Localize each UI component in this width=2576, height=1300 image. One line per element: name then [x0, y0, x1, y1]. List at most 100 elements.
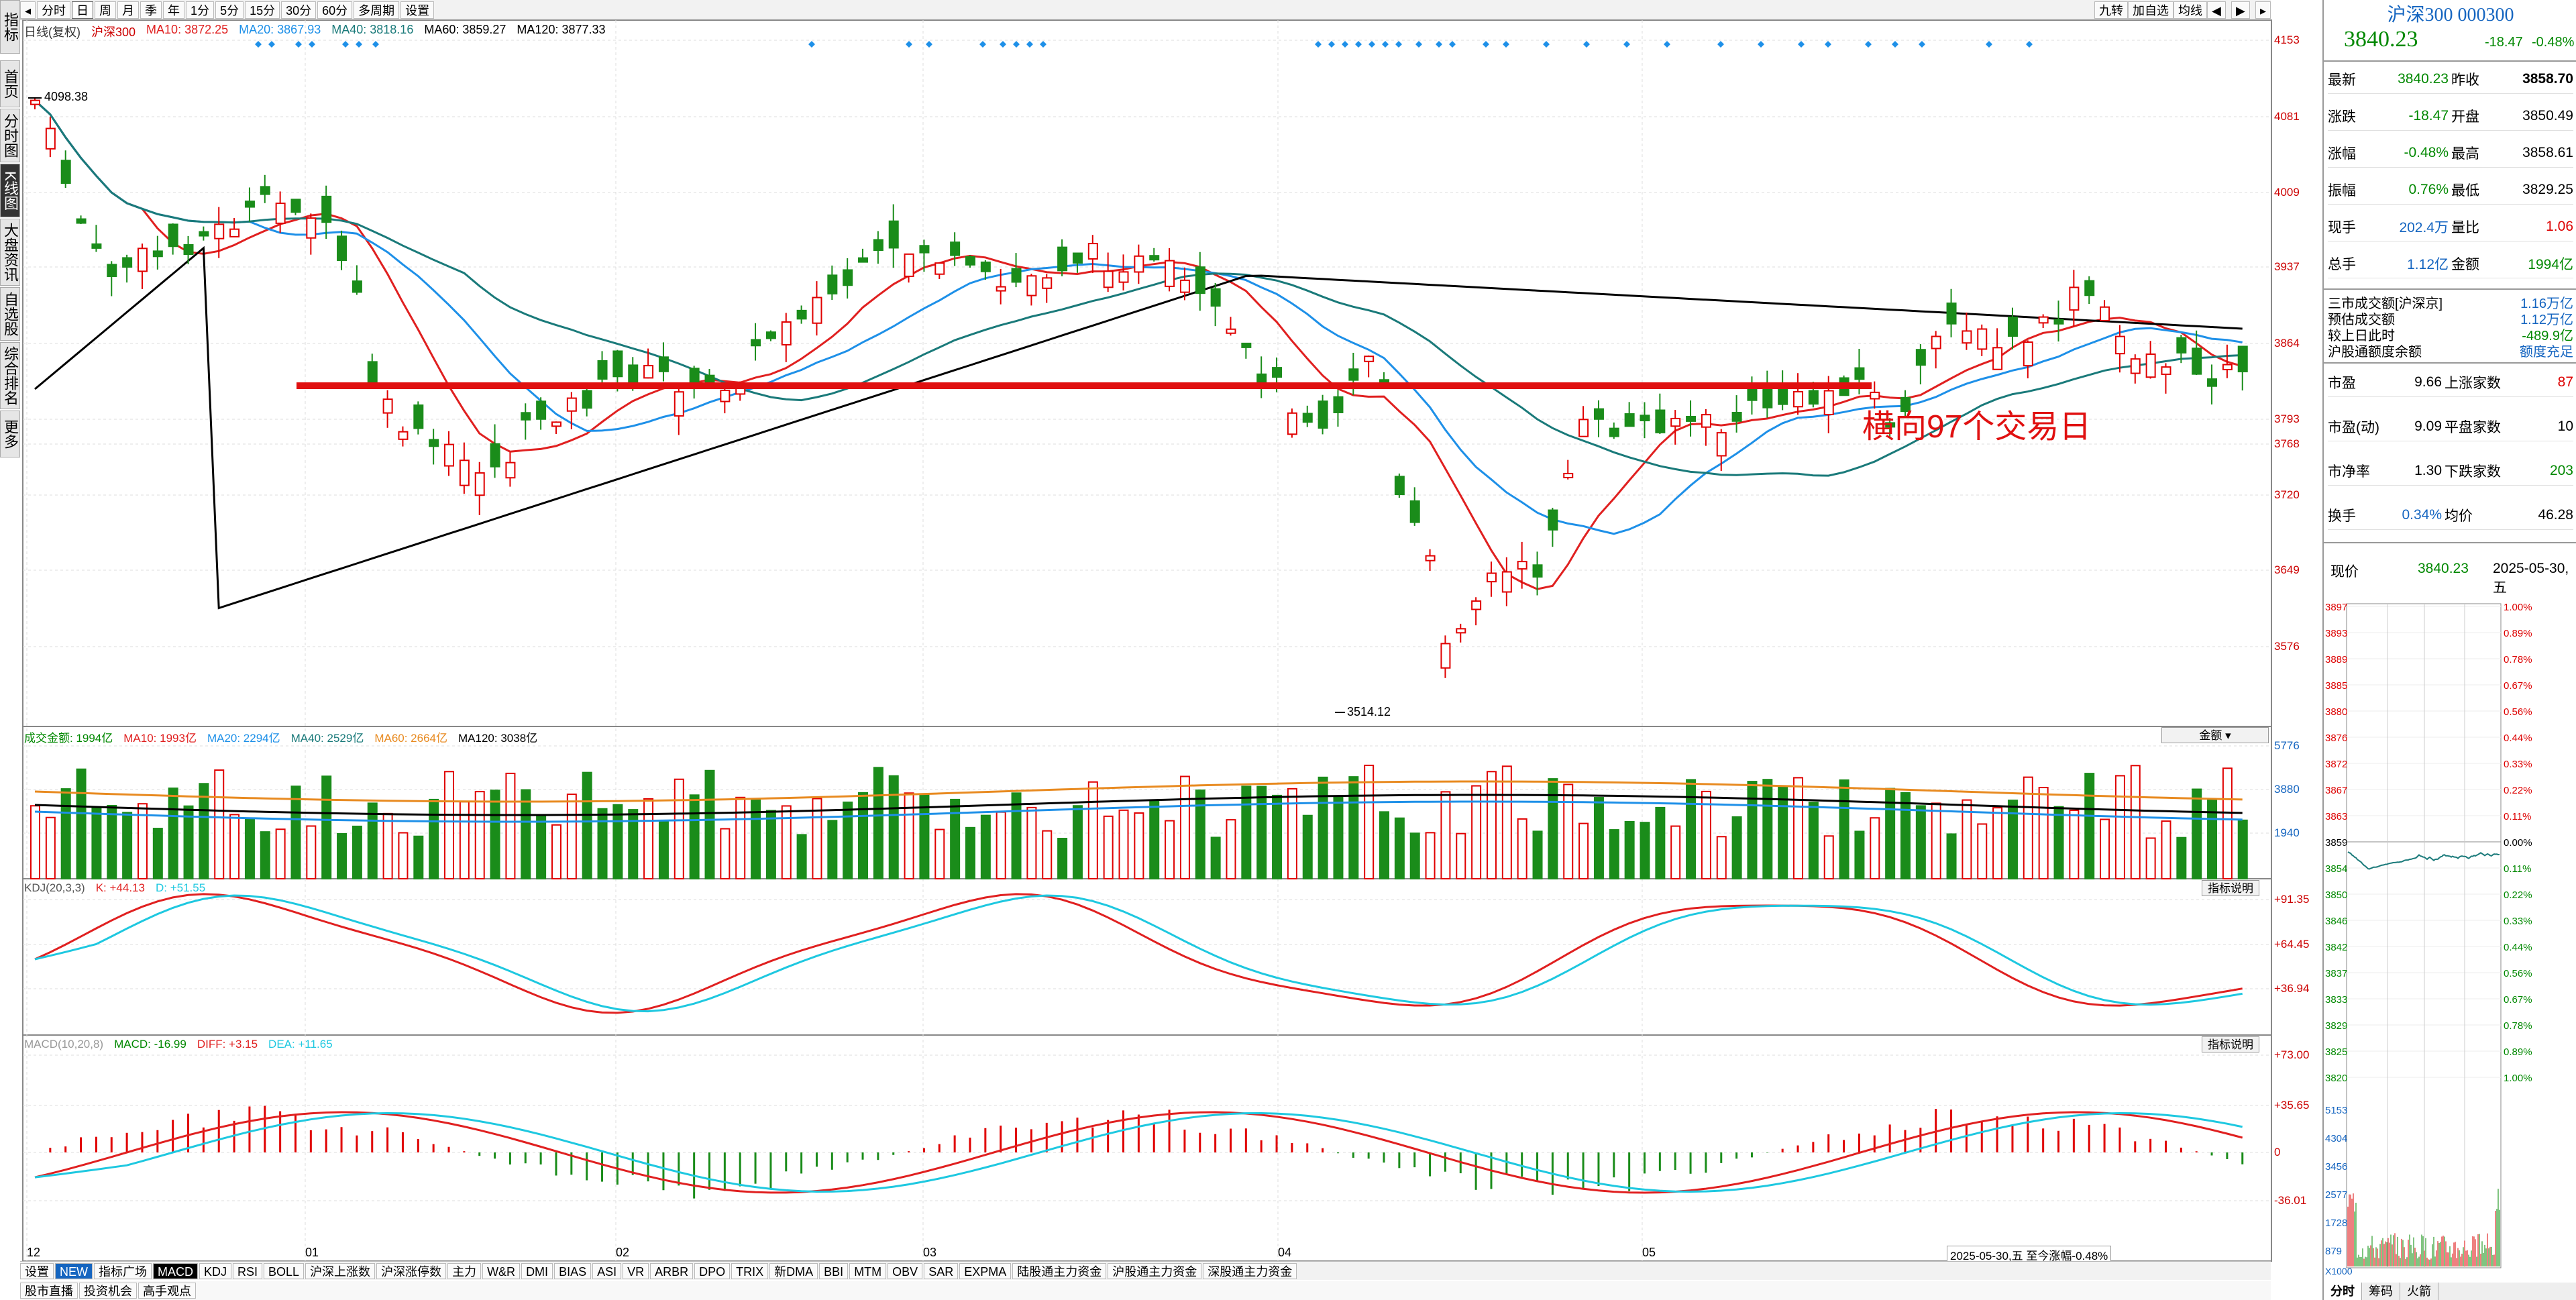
volume-bar	[1379, 811, 1390, 879]
sidebar-item-more[interactable]: 更多	[0, 411, 20, 457]
indicator-tab[interactable]: ARBR	[650, 1262, 694, 1279]
volume-bar	[290, 786, 301, 879]
indicator-tab[interactable]: 陆股通主力资金	[1012, 1262, 1107, 1279]
candle-body	[490, 443, 500, 468]
kline-chart[interactable]	[0, 0, 2321, 1300]
tab-5min[interactable]: 5分	[215, 1, 244, 19]
indicator-tab[interactable]: TRIX	[731, 1262, 769, 1279]
indicator-tab[interactable]: 沪深涨停数	[376, 1262, 447, 1279]
indicator-tab[interactable]: OBV	[888, 1262, 923, 1279]
tab-60min[interactable]: 60分	[317, 1, 353, 19]
macd-help-button[interactable]: 指标说明	[2202, 1036, 2259, 1052]
indicator-tab[interactable]: EXPMA	[959, 1262, 1012, 1279]
link-experts[interactable]: 高手观点	[138, 1283, 196, 1299]
indicator-tab[interactable]: RSI	[233, 1262, 263, 1279]
ma-button[interactable]: 均线	[2174, 1, 2207, 19]
intraday-chart[interactable]: 3897 1.00% 3893 0.89% 3889 0.78% 3885 0.67% 3880…	[2324, 590, 2576, 1281]
volume-bar	[1686, 779, 1697, 880]
link-opportunity[interactable]: 投资机会	[79, 1283, 137, 1299]
tab-30min[interactable]: 30分	[281, 1, 317, 19]
candle-body	[459, 459, 470, 486]
indicator-tab[interactable]: DPO	[694, 1262, 731, 1279]
tab-settings[interactable]: 设置	[400, 1, 435, 19]
expand-icon[interactable]: ▶	[2231, 1, 2250, 19]
sidebar-item-indicators[interactable]: 指标	[0, 0, 20, 54]
tab-1min[interactable]: 1分	[186, 1, 215, 19]
price-tick: 3864	[2274, 337, 2300, 349]
volume-bar	[1517, 818, 1527, 880]
valuation-label: 市净率	[2328, 464, 2370, 480]
prev-arrow-icon[interactable]: ◂	[20, 1, 36, 19]
tab-day[interactable]: 日	[72, 1, 94, 19]
signal-marker	[1315, 41, 1322, 48]
tab-quarter[interactable]: 季	[140, 1, 162, 19]
quote-pct: -0.48%	[2532, 35, 2575, 50]
indicator-tab[interactable]: MTM	[849, 1262, 887, 1279]
kdj-help-button[interactable]: 指标说明	[2202, 880, 2259, 896]
tab-multi-period[interactable]: 多周期	[354, 1, 400, 19]
indicator-tab[interactable]: BIAS	[554, 1262, 592, 1279]
indicator-tab[interactable]: 新DMA	[769, 1262, 818, 1279]
kdj-lines	[34, 893, 2243, 1014]
sidebar-item-ranking[interactable]: 综合排名	[0, 342, 20, 409]
mini-price-tick: 3872	[2325, 759, 2347, 770]
candle-body	[1762, 387, 1773, 409]
indicator-tab[interactable]: DMI	[521, 1262, 553, 1279]
next-arrow-icon[interactable]: ▸	[2255, 1, 2271, 19]
mini-tab[interactable]: 分时	[2324, 1283, 2362, 1300]
indicator-tab[interactable]: 深股通主力资金	[1203, 1262, 1297, 1279]
indicator-tab[interactable]: 设置	[20, 1262, 54, 1279]
nine-turn-button[interactable]: 九转	[2094, 1, 2128, 19]
sidebar-item-timeshare[interactable]: 分时图	[0, 109, 20, 162]
candle-body	[1854, 367, 1865, 380]
candle-body	[1563, 472, 1574, 478]
tab-year[interactable]: 年	[163, 1, 185, 19]
indicator-tab[interactable]: 沪股通主力资金	[1108, 1262, 1202, 1279]
mini-tab[interactable]: 火箭	[2400, 1283, 2438, 1300]
candle-body	[2053, 319, 2064, 325]
candle-body	[168, 223, 178, 248]
volume-type-value: 金额	[2199, 729, 2222, 742]
indicator-tab[interactable]: 指标广场	[94, 1262, 152, 1279]
candle-body	[566, 397, 577, 412]
indicator-tab[interactable]: BOLL	[264, 1262, 305, 1279]
turnover-value: 额度充足	[2520, 345, 2573, 360]
tab-timeshare[interactable]: 分时	[37, 1, 71, 19]
mini-price-tick: 3837	[2325, 968, 2347, 979]
candle-body	[1118, 271, 1129, 283]
indicator-tab[interactable]: VR	[623, 1262, 649, 1279]
sidebar-item-news[interactable]: 大盘资讯	[0, 219, 20, 286]
indicator-tab[interactable]: ASI	[592, 1262, 622, 1279]
indicator-tab[interactable]: 沪深上涨数	[305, 1262, 376, 1279]
volume-type-select[interactable]: 金额 ▾	[2161, 727, 2269, 743]
candle-body	[1977, 328, 1988, 350]
indicator-tab[interactable]: SAR	[924, 1262, 959, 1279]
signal-marker	[1013, 41, 1020, 48]
now-date: 2025-05-30,五	[2493, 561, 2569, 596]
indicator-tab[interactable]: MACD	[153, 1262, 198, 1279]
indicator-tab[interactable]: KDJ	[199, 1262, 232, 1279]
tab-week[interactable]: 周	[95, 1, 117, 19]
indicator-tab[interactable]: BBI	[819, 1262, 849, 1279]
valuation-label: 市盈	[2328, 375, 2356, 391]
volume-bar	[60, 788, 71, 880]
sidebar-item-kline[interactable]: K线图	[0, 164, 20, 217]
indicator-tab[interactable]: NEW	[55, 1262, 93, 1279]
volume-bar	[91, 806, 102, 880]
mini-tab[interactable]: 筹码	[2362, 1283, 2400, 1300]
indicator-tab[interactable]: W&R	[482, 1262, 521, 1279]
date-tick: 03	[923, 1246, 937, 1259]
turnover-label: 三市成交额[沪深京]	[2328, 296, 2443, 311]
volume-bar	[658, 820, 669, 879]
valuation-value: 0.34%	[2402, 506, 2442, 523]
quote-row: 涨幅 -0.48% 最高 3858.61	[2328, 138, 2573, 168]
tab-15min[interactable]: 15分	[245, 1, 280, 19]
tab-month[interactable]: 月	[117, 1, 140, 19]
add-watchlist-button[interactable]: 加自选	[2128, 1, 2174, 19]
link-live[interactable]: 股市直播	[20, 1283, 78, 1299]
volume-bar	[1087, 781, 1098, 879]
collapse-icon[interactable]: ◀	[2207, 1, 2226, 19]
sidebar-item-watchlist[interactable]: 自选股	[0, 287, 20, 341]
sidebar-item-home[interactable]: 首页	[0, 60, 20, 107]
indicator-tab[interactable]: 主力	[447, 1262, 482, 1279]
